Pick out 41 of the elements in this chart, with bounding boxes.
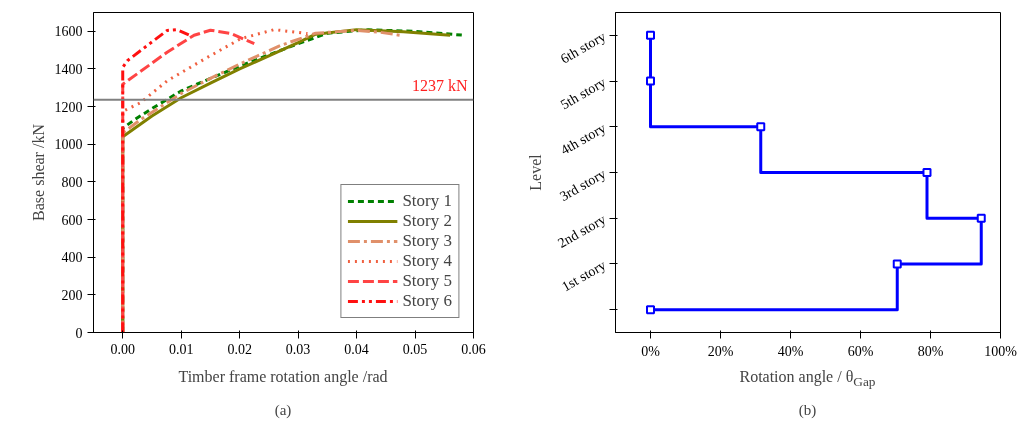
y-tick-label: 400 <box>61 250 83 266</box>
y-tick-label: 2nd story <box>555 211 609 251</box>
y-axis-title: Level <box>526 153 544 191</box>
x-tick-label: 100% <box>984 343 1018 359</box>
x-tick-label: 80% <box>917 343 944 359</box>
y-tick-label: 200 <box>61 287 83 303</box>
y-tick-label: 1000 <box>54 137 83 153</box>
x-axis-title: Timber frame rotation angle /rad <box>177 367 389 388</box>
y-tick-label: 800 <box>61 174 83 190</box>
x-tick-label: 0% <box>641 343 661 359</box>
y-tick-label: 0 <box>75 325 83 341</box>
y-tick-label: 1600 <box>54 24 83 40</box>
y-tick-label: 600 <box>61 212 83 228</box>
x-tick-label: 40% <box>777 343 804 359</box>
x-axis-title: Rotation angle / θ$_{Gap}$ <box>738 367 877 392</box>
legend-label: Story 6 <box>402 291 452 311</box>
y-tick-label: 1st story <box>559 257 609 295</box>
x-tick-label: 0.04 <box>344 341 369 357</box>
legend-label: Story 3 <box>402 231 452 251</box>
legend-label: Story 5 <box>402 271 452 291</box>
legend-label: Story 4 <box>402 251 452 271</box>
x-tick-label: 60% <box>847 343 874 359</box>
y-tick-label: 6th story <box>557 28 609 67</box>
legend-label: Story 2 <box>402 211 452 231</box>
x-tick-label: 20% <box>707 343 734 359</box>
y-tick-label: 1400 <box>54 61 83 77</box>
text: (a) <box>273 401 293 420</box>
y-axis-title: Base shear /kN <box>29 123 47 221</box>
ref-line-label: 1237 kN <box>411 76 468 94</box>
x-tick-label: 0.02 <box>227 341 252 357</box>
y-tick-label: 4th story <box>557 120 609 158</box>
x-tick-label: 0.00 <box>110 341 135 357</box>
y-tick-label: 3rd story <box>557 166 609 205</box>
x-tick-label: 0.06 <box>461 341 486 357</box>
y-tick-label: 5th story <box>557 74 609 113</box>
legend-label: Story 1 <box>402 191 452 211</box>
x-tick-label: 0.03 <box>285 341 311 357</box>
y-tick-label: 1200 <box>54 99 83 115</box>
x-tick-label: 0.01 <box>168 341 194 357</box>
text: (b) <box>797 401 818 420</box>
x-tick-label: 0.05 <box>402 341 428 357</box>
